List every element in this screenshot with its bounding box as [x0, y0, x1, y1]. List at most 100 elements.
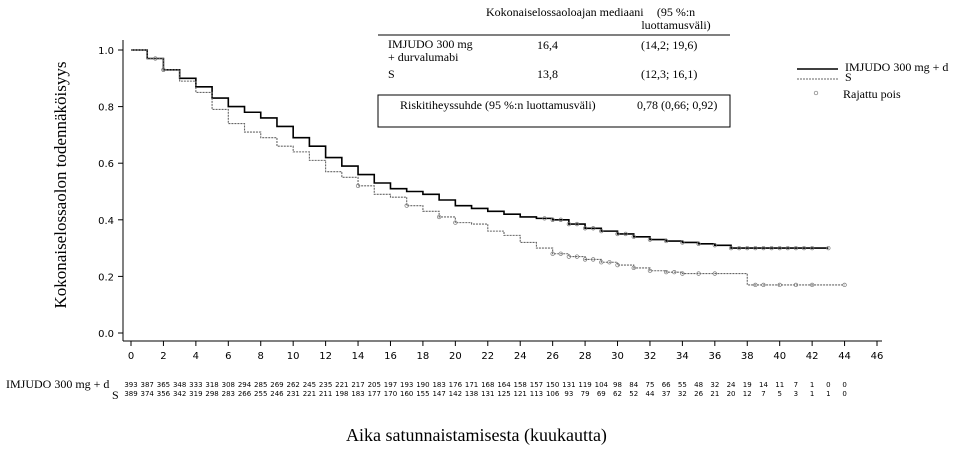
at-risk-value: 1	[810, 381, 814, 389]
y-tick-label: 1.0	[98, 46, 114, 57]
censor-mark	[761, 282, 766, 288]
at-risk-value: 262	[286, 381, 299, 389]
at-risk-value: 20	[727, 390, 736, 398]
censor-mark	[664, 238, 669, 244]
x-tick-label: 14	[352, 351, 365, 362]
x-tick-label: 38	[741, 351, 754, 362]
table-row-s-label: S	[388, 67, 395, 81]
at-risk-value: 285	[254, 381, 267, 389]
at-risk-value: 158	[514, 381, 527, 389]
table-row-s-median: 13,8	[537, 67, 558, 81]
at-risk-value: 205	[368, 381, 381, 389]
x-tick-label: 40	[773, 351, 786, 362]
x-tick-label: 12	[319, 351, 332, 362]
censor-mark	[761, 245, 766, 251]
censor-mark	[647, 268, 653, 273]
y-tick-label: 0.6	[98, 159, 114, 170]
censor-mark	[550, 251, 555, 256]
at-risk-value: 150	[546, 381, 559, 389]
at-risk-label-imjudo: IMJUDO 300 mg + d	[6, 377, 110, 391]
at-risk-value: 1	[826, 390, 830, 398]
y-axis-label: Kokonaiselossaolon todennäköisyys	[51, 61, 70, 309]
at-risk-value: 125	[497, 390, 510, 398]
at-risk-value: 177	[368, 390, 381, 398]
x-tick-label: 44	[838, 351, 851, 362]
at-risk-value: 0	[842, 381, 846, 389]
censor-mark	[647, 237, 653, 242]
censor-mark	[631, 234, 636, 239]
at-risk-value: 138	[465, 390, 478, 398]
censor-mark	[582, 257, 588, 262]
at-risk-value: 176	[449, 381, 463, 389]
x-tick-label: 22	[481, 351, 494, 362]
censor-mark	[696, 271, 701, 276]
at-risk-value: 221	[335, 381, 348, 389]
at-risk-value: 55	[678, 381, 687, 389]
table-header-median: Kokonaiselossaoloajan mediaani	[486, 5, 644, 19]
censor-mark	[712, 271, 717, 276]
censor-mark	[793, 245, 799, 251]
at-risk-value: 69	[597, 390, 606, 398]
censor-mark	[599, 260, 604, 265]
at-risk-value: 342	[173, 390, 186, 398]
x-tick-label: 20	[449, 351, 462, 362]
at-risk-value: 98	[613, 381, 622, 389]
x-tick-label: 6	[225, 351, 231, 362]
censor-mark	[664, 270, 669, 275]
at-risk-value: 168	[481, 381, 494, 389]
at-risk-value: 356	[157, 390, 171, 398]
censor-mark	[542, 216, 547, 221]
at-risk-value: 246	[270, 390, 284, 398]
at-risk-value: 221	[303, 390, 316, 398]
censor-mark	[607, 260, 612, 265]
censor-mark	[737, 245, 742, 251]
legend-imjudo: IMJUDO 300 mg + d	[845, 60, 949, 74]
at-risk-value: 190	[416, 381, 429, 389]
at-risk-value: 170	[384, 390, 397, 398]
censor-mark	[696, 241, 701, 247]
at-risk-value: 44	[645, 390, 654, 398]
censor-mark	[745, 245, 750, 251]
x-tick-label: 10	[287, 351, 300, 362]
x-tick-label: 8	[258, 351, 264, 362]
censor-mark	[631, 265, 636, 271]
at-risk-value: 183	[351, 390, 364, 398]
table-row-imjudo-ci: (14,2; 19,6)	[641, 38, 698, 52]
censor-mark	[826, 245, 831, 251]
censor-mark	[623, 231, 628, 237]
censor-mark	[591, 226, 596, 231]
censor-mark	[809, 282, 815, 288]
at-risk-value: 298	[205, 390, 218, 398]
y-tick-label: 0.0	[98, 329, 114, 340]
censor-mark	[728, 245, 734, 251]
at-risk-value: 113	[530, 390, 543, 398]
at-risk-value: 121	[514, 390, 527, 398]
censor-mark	[582, 226, 588, 231]
legend-s: S	[845, 70, 852, 84]
km-curve-imjudo	[131, 49, 829, 249]
censor-mark	[566, 254, 572, 259]
at-risk-value: 24	[727, 381, 736, 389]
at-risk-value: 333	[189, 381, 202, 389]
x-tick-label: 46	[871, 351, 884, 362]
y-tick-label: 0.4	[98, 216, 114, 227]
censor-mark	[574, 221, 580, 227]
km-curve-s	[131, 49, 845, 286]
at-risk-value: 283	[222, 390, 235, 398]
censor-mark	[355, 183, 361, 188]
at-risk-value: 131	[562, 381, 575, 389]
at-risk-value: 217	[351, 381, 364, 389]
at-risk-value: 374	[141, 390, 155, 398]
at-risk-value: 155	[416, 390, 429, 398]
at-risk-value: 269	[270, 381, 283, 389]
at-risk-value: 32	[710, 381, 719, 389]
at-risk-value: 14	[759, 381, 768, 389]
censor-mark	[558, 251, 563, 256]
at-risk-value: 235	[319, 381, 332, 389]
x-tick-label: 4	[193, 351, 199, 362]
at-risk-value: 231	[286, 390, 299, 398]
censor-mark	[161, 67, 166, 72]
at-risk-value: 5	[777, 390, 781, 398]
